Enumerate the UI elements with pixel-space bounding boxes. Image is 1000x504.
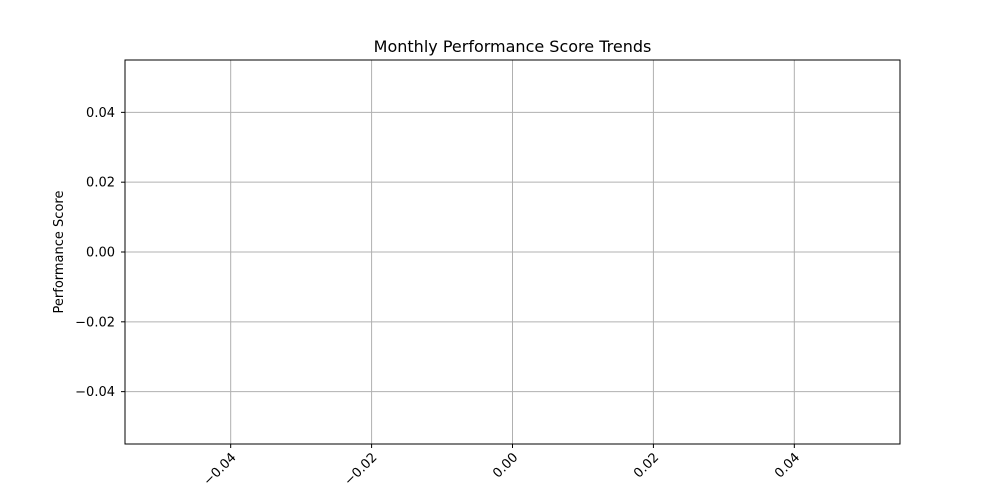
y-tick-label: −0.02 — [75, 315, 115, 330]
axis-ticks: −0.04 −0.02 0.00 0.02 0.04 0.04 0.02 0.00 −0.02 −… — [75, 106, 803, 489]
y-tick-label: 0.04 — [86, 106, 115, 121]
x-tick-label: −0.04 — [201, 450, 240, 489]
x-tick-label: 0.00 — [490, 450, 521, 481]
gridlines — [125, 60, 900, 444]
x-tick-label: 0.02 — [631, 450, 662, 481]
chart-title: Monthly Performance Score Trends — [374, 37, 652, 56]
y-tick-label: −0.04 — [75, 385, 115, 400]
x-tick-label: −0.02 — [342, 450, 381, 489]
y-axis-label: Performance Score — [52, 191, 67, 314]
y-tick-label: 0.02 — [86, 176, 115, 191]
x-tick-label: 0.04 — [772, 450, 803, 481]
y-tick-label: 0.00 — [86, 246, 115, 261]
